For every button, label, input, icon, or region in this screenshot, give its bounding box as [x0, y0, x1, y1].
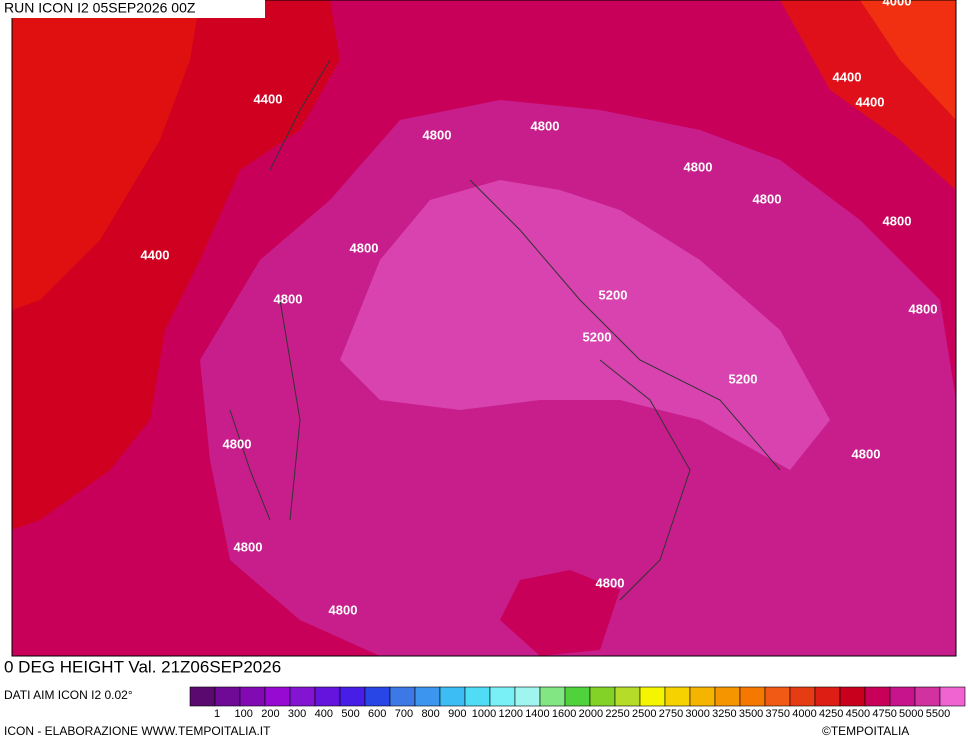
- colorbar-swatch: [914, 686, 941, 707]
- map-title: 0 DEG HEIGHT Val. 21Z06SEP2026: [4, 657, 281, 676]
- title-box: [0, 657, 413, 684]
- colorbar-swatch: [564, 686, 591, 707]
- colorbar-swatch: [464, 686, 491, 707]
- region-sicily: [500, 570, 620, 656]
- colorbar-label: 400: [315, 708, 333, 720]
- colorbar-label: 5500: [926, 708, 950, 720]
- region-orange-northeast: [860, 0, 956, 120]
- colorbar-swatch: [439, 686, 466, 707]
- colorbar-label: 4750: [872, 708, 896, 720]
- colorbar-swatch: [239, 686, 266, 707]
- colorbar-swatch: [639, 686, 666, 707]
- colorbar-label: 200: [261, 708, 279, 720]
- colorbar-swatch: [889, 686, 916, 707]
- colorbar-label: 1: [214, 708, 220, 720]
- colorbar-label: 4000: [792, 708, 816, 720]
- colorbar-label: 5000: [899, 708, 923, 720]
- colorbar-swatch: [589, 686, 616, 707]
- contour-label: 4400: [833, 69, 862, 84]
- colorbar-swatch: [289, 686, 316, 707]
- colorbar-label: 600: [368, 708, 386, 720]
- contour-label: 4800: [531, 118, 560, 133]
- colorbar-label: 700: [395, 708, 413, 720]
- contour-label: 4400: [254, 91, 283, 106]
- colorbar-swatch: [189, 686, 216, 707]
- colorbar-swatch: [364, 686, 391, 707]
- contour-label: 5200: [583, 329, 612, 344]
- colorbar-swatch: [489, 686, 516, 707]
- colorbar-swatch: [764, 686, 791, 707]
- colorbar-label: 3500: [739, 708, 763, 720]
- coastlines: [229, 59, 781, 601]
- colorbar-swatch: [664, 686, 691, 707]
- contour-label: 4800: [274, 291, 303, 306]
- contour-label: 4800: [684, 159, 713, 174]
- contour-label: 4800: [223, 436, 252, 451]
- map-frame: [11, 0, 957, 657]
- colorbar-label: 2250: [605, 708, 629, 720]
- data-source: DATI AIM ICON I2 0.02°: [4, 688, 133, 702]
- colorbar-label: 3250: [712, 708, 736, 720]
- colorbar-swatch: [614, 686, 641, 707]
- colorbar-label: 100: [235, 708, 253, 720]
- colorbar-swatch: [339, 686, 366, 707]
- map: [11, 0, 957, 657]
- colorbar-label: 1600: [552, 708, 576, 720]
- colorbar-label: 500: [341, 708, 359, 720]
- colorbar-swatch: [939, 686, 966, 707]
- contour-label: 4400: [856, 94, 885, 109]
- credits-right: ©TEMPOITALIA: [822, 724, 909, 738]
- credits-left: ICON - ELABORAZIONE WWW.TEMPOITALIA.IT: [4, 724, 271, 738]
- contour-label: 4800: [852, 446, 881, 461]
- colorbar-label: 1400: [525, 708, 549, 720]
- colorbar-swatch: [839, 686, 866, 707]
- colorbar-swatch: [414, 686, 441, 707]
- colorbar-label: 2000: [579, 708, 603, 720]
- colorbar-label: 300: [288, 708, 306, 720]
- header-box: [0, 0, 265, 18]
- colorbar-swatch: [714, 686, 741, 707]
- colorbar-swatch: [864, 686, 891, 707]
- colorbar-swatch: [214, 686, 241, 707]
- colorbar-label: 800: [421, 708, 439, 720]
- colorbar-swatch: [539, 686, 566, 707]
- contour-label: 4800: [423, 127, 452, 142]
- colorbar-swatch: [514, 686, 541, 707]
- colorbar-swatch: [264, 686, 291, 707]
- contour-labels: 4000 4400 4400 4400 4400 4800 4800 4800 4800 4800…: [141, 0, 938, 617]
- contour-label: 5200: [729, 371, 758, 386]
- region-red-far-west: [12, 0, 200, 310]
- colorbar: 1 100 200 300 400 500 600 700 800 900 1000 1200 1400…: [189, 686, 966, 720]
- colorbar-label: 3750: [766, 708, 790, 720]
- run-label: RUN ICON I2 05SEP2026 00Z: [4, 0, 196, 16]
- contour-label: 4800: [596, 575, 625, 590]
- region-pink: [340, 180, 830, 470]
- colorbar-swatch: [814, 686, 841, 707]
- colorbar-swatch: [314, 686, 341, 707]
- colorbar-label: 4500: [846, 708, 870, 720]
- contour-label: 4800: [329, 602, 358, 617]
- colorbar-label: 1000: [472, 708, 496, 720]
- contour-label: 4800: [350, 240, 379, 255]
- contour-label: 4800: [909, 301, 938, 316]
- colorbar-label: 1200: [498, 708, 522, 720]
- colorbar-swatch: [389, 686, 416, 707]
- colorbar-swatch: [789, 686, 816, 707]
- contour-label: 4800: [753, 191, 782, 206]
- colorbar-label: 4250: [819, 708, 843, 720]
- colorbar-label: 2750: [659, 708, 683, 720]
- colorbar-label: 3000: [685, 708, 709, 720]
- colorbar-swatch: [739, 686, 766, 707]
- contour-label: 4000: [883, 0, 912, 8]
- colorbar-label: 2500: [632, 708, 656, 720]
- colorbar-swatch: [689, 686, 716, 707]
- colorbar-label: 900: [448, 708, 466, 720]
- contour-label: 4400: [141, 247, 170, 262]
- contour-label: 4800: [883, 213, 912, 228]
- contour-label: 5200: [599, 287, 628, 302]
- contour-label: 4800: [234, 539, 263, 554]
